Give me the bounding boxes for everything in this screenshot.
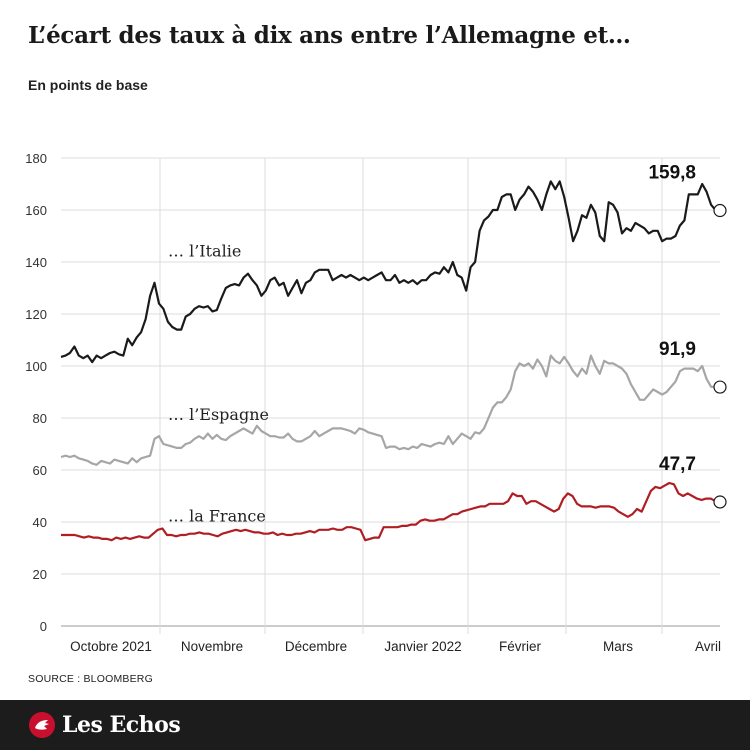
les-echos-logo-icon — [29, 712, 55, 738]
end-value-label: 47,7 — [659, 454, 696, 475]
chart-title: L’écart des taux à dix ans entre l’Allem… — [28, 22, 631, 49]
end-value-label: 91,9 — [659, 339, 696, 360]
y-tick-label: 140 — [25, 255, 47, 270]
x-tick-label: Octobre 2021 — [70, 639, 152, 654]
y-tick-label: 40 — [33, 515, 47, 530]
x-tick-label: Avril — [695, 639, 721, 654]
series-line — [60, 354, 721, 466]
series-name-label: … l’Espagne — [168, 405, 269, 424]
chart-subtitle: En points de base — [28, 77, 148, 93]
series-name-label: … l’Italie — [168, 241, 241, 260]
x-tick-label: Novembre — [181, 639, 243, 654]
brand-footer: Les Echos — [0, 700, 750, 750]
x-tick-label: Mars — [603, 639, 633, 654]
y-tick-label: 160 — [25, 203, 47, 218]
brand-name: Les Echos — [62, 712, 181, 738]
y-tick-label: 120 — [25, 307, 47, 322]
series-line — [60, 180, 721, 364]
y-tick-label: 0 — [40, 619, 47, 634]
x-tick-label: Février — [499, 639, 542, 654]
source-note: SOURCE : BLOOMBERG — [28, 673, 153, 685]
end-value-label: 159,8 — [648, 163, 696, 184]
end-marker — [713, 495, 727, 509]
y-tick-label: 20 — [33, 567, 47, 582]
end-marker — [713, 380, 727, 394]
line-chart: 0 20 40 60 80 100 120 140 160 180 Octobre 2021 Nove… — [25, 151, 727, 654]
series-name-label: … la France — [168, 507, 266, 526]
y-tick-label: 100 — [25, 359, 47, 374]
series-line — [61, 481, 721, 542]
y-tick-label: 60 — [33, 463, 47, 478]
x-tick-label: Janvier 2022 — [384, 639, 461, 654]
y-tick-label: 180 — [25, 151, 47, 166]
y-tick-label: 80 — [33, 411, 47, 426]
x-tick-label: Décembre — [285, 639, 347, 654]
end-marker — [713, 203, 727, 218]
